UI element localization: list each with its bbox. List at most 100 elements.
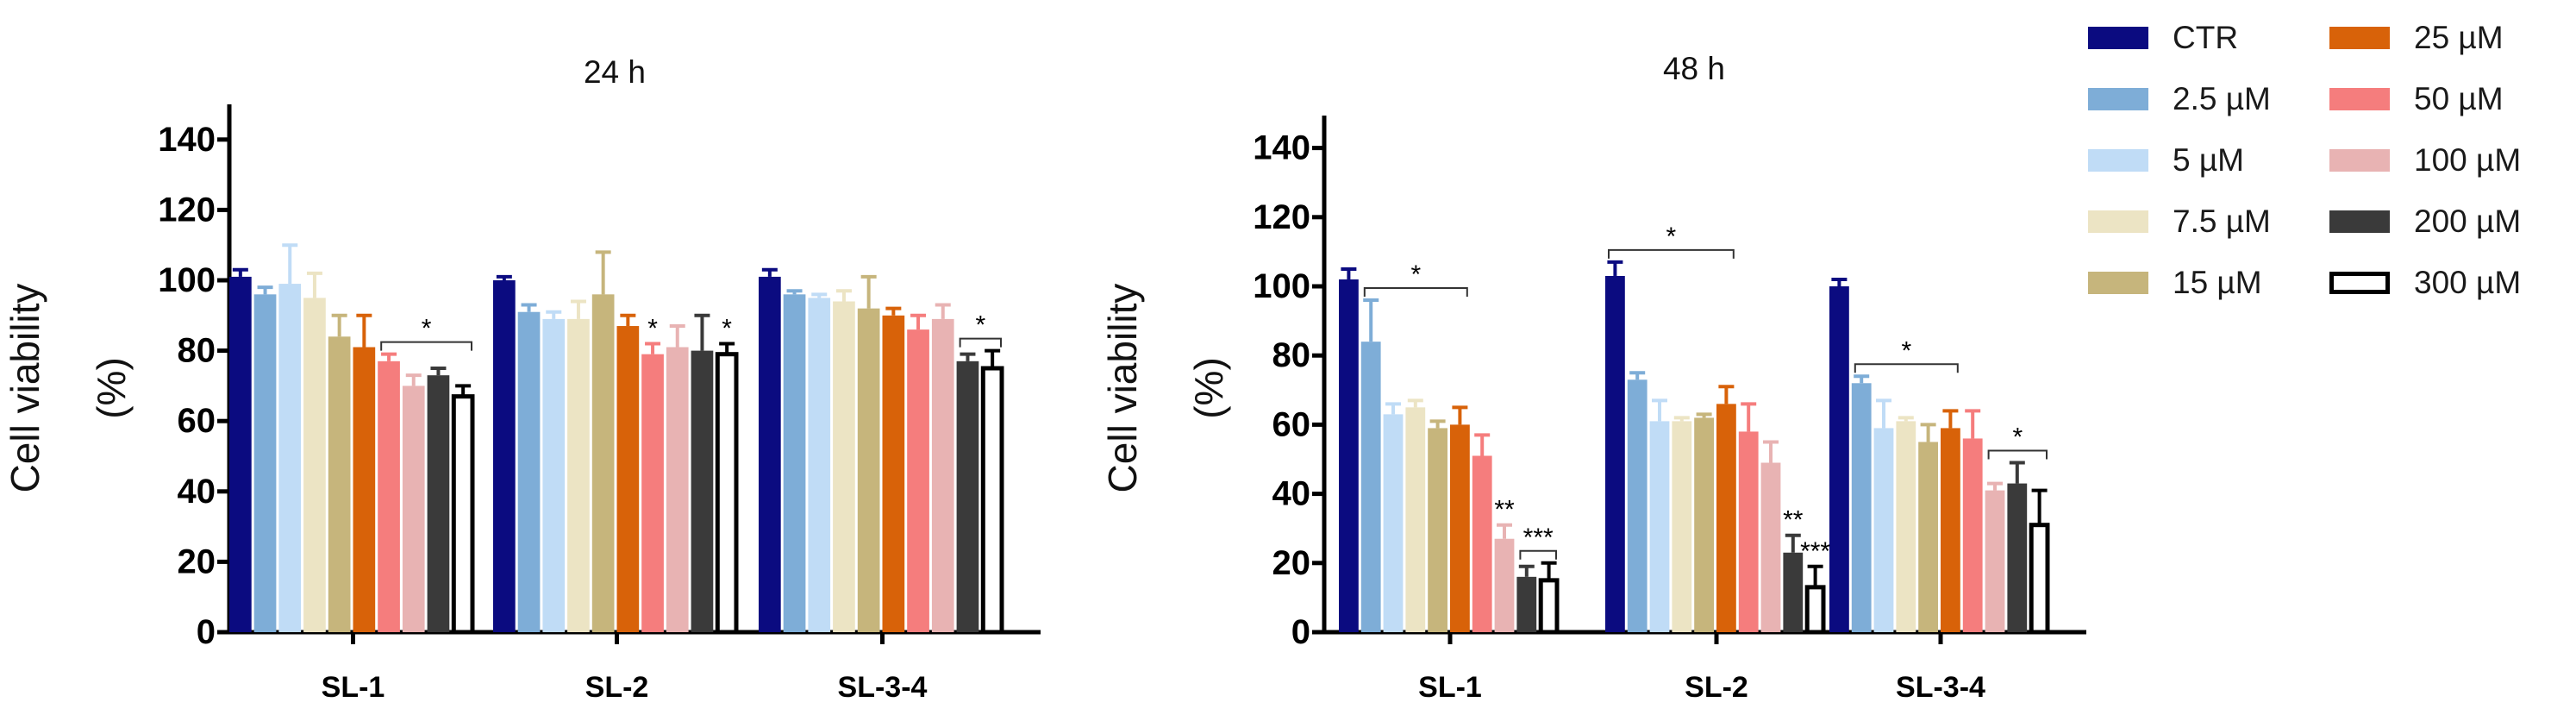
legend-swatch-15um — [2088, 272, 2148, 294]
significance-label: ** — [1783, 506, 1804, 535]
legend-item-100um: 100 µM — [2329, 136, 2521, 185]
bar-sl-1-2-5-um — [253, 294, 277, 632]
chart-title: 48 h — [1663, 51, 1725, 86]
bar-sl-1-7-5-um — [1405, 407, 1426, 632]
x-tick-label-sl-3-4: SL-3-4 — [838, 671, 928, 704]
legend-item-15um: 15 µM — [2088, 259, 2262, 307]
bar-sl-1-100-um — [402, 386, 425, 632]
significance-label: * — [1666, 223, 1677, 251]
bar-sl-1-100-um — [1494, 538, 1515, 632]
legend-swatch-100um — [2329, 149, 2390, 172]
bar-sl-2-300-um — [715, 352, 739, 635]
significance-bracket — [1519, 549, 1557, 560]
bar-sl-3-4-50-um — [907, 329, 929, 632]
legend-swatch-300um — [2329, 272, 2390, 294]
legend-label-2-5um: 2.5 µM — [2173, 81, 2271, 116]
significance-label: * — [647, 314, 658, 342]
y-tick-label: 60 — [178, 402, 216, 440]
legend-item-25um: 25 µM — [2329, 14, 2504, 62]
bar-sl-2-ctr — [493, 280, 516, 632]
y-tick-label: 100 — [1253, 267, 1310, 305]
legend-label-15um: 15 µM — [2173, 265, 2262, 300]
bar-sl-2-50-um — [1738, 431, 1759, 632]
significance-label: * — [975, 311, 985, 340]
significance-bracket — [1987, 449, 2048, 460]
bar-sl-3-4-100-um — [1985, 490, 2005, 632]
significance-label: * — [2012, 423, 2023, 452]
significance-label: *** — [1523, 524, 1554, 552]
bar-sl-3-4-15-um — [1918, 442, 1938, 632]
x-tick-label-sl-2: SL-2 — [1685, 671, 1748, 704]
legend-item-50um: 50 µM — [2329, 75, 2504, 123]
bar-sl-1-50-um — [378, 360, 400, 632]
legend-item-200um: 200 µM — [2329, 197, 2521, 246]
bar-sl-3-4-2-5-um — [1851, 383, 1872, 632]
bar-sl-2-25-um — [1716, 404, 1736, 632]
bar-sl-2-5-um — [1649, 421, 1670, 632]
legend-swatch-5um — [2088, 149, 2148, 172]
y-axis-label-unit: (%) — [89, 357, 134, 419]
legend-item-7-5um: 7.5 µM — [2088, 197, 2271, 246]
bar-sl-3-4-5-um — [1873, 428, 1894, 632]
significance-bracket — [1608, 248, 1735, 259]
y-tick-label: 120 — [158, 191, 216, 229]
y-tick-label: 40 — [1272, 475, 1311, 513]
significance-bracket — [1854, 363, 1959, 373]
x-tick-label-sl-1: SL-1 — [1418, 671, 1482, 704]
bar-sl-2-100-um — [1760, 462, 1781, 632]
bar-sl-1-50-um — [1472, 455, 1492, 632]
bar-sl-2-25-um — [616, 326, 640, 632]
bar-sl-2-7-5-um — [1672, 421, 1692, 632]
legend-swatch-200um — [2329, 210, 2390, 233]
y-tick-label: 40 — [178, 473, 216, 511]
bar-sl-2-200-um — [1783, 552, 1804, 632]
y-tick-label: 20 — [178, 542, 216, 580]
significance-bracket — [959, 337, 1002, 348]
legend-swatch-50um — [2329, 88, 2390, 110]
legend-label-200um: 200 µM — [2414, 204, 2522, 239]
bar-sl-3-4-200-um — [2007, 483, 2028, 632]
y-tick-label: 80 — [178, 332, 216, 370]
bar-sl-1-25-um — [353, 347, 376, 632]
bar-sl-3-4-15-um — [857, 308, 880, 632]
significance-label: * — [722, 314, 732, 342]
bar-sl-2-15-um — [591, 294, 615, 632]
chart-48h: 48 h Cell viability (%) 0 20 40 60 80 100 120 140 S… — [1100, 51, 2086, 704]
significance-label: * — [1410, 260, 1421, 289]
bar-sl-1-ctr — [1339, 279, 1359, 632]
bar-sl-2-2-5-um — [517, 311, 541, 632]
x-tick-label-sl-3-4: SL-3-4 — [1896, 671, 1985, 704]
legend-label-100um: 100 µM — [2414, 142, 2522, 178]
bar-sl-1-300-um — [451, 394, 475, 635]
bar-sl-2-200-um — [691, 350, 714, 632]
bar-sl-3-4-200-um — [956, 360, 979, 632]
bar-sl-2-ctr — [1605, 275, 1625, 632]
legend-label-5um: 5 µM — [2173, 142, 2244, 178]
bar-sl-3-4-300-um — [980, 366, 1004, 635]
bar-sl-3-4-2-5-um — [783, 294, 806, 632]
chart-title: 24 h — [584, 54, 646, 90]
y-tick-label: 20 — [1272, 544, 1311, 582]
bar-sl-1-15-um — [1428, 428, 1447, 632]
legend-item-2-5um: 2.5 µM — [2088, 75, 2271, 123]
bar-sl-1-200-um — [1516, 576, 1537, 632]
y-axis-label: Cell viability — [3, 284, 47, 493]
legend-label-7-5um: 7.5 µM — [2173, 204, 2271, 239]
bar-sl-1-15-um — [328, 336, 351, 632]
y-axis-label-unit: (%) — [1186, 357, 1231, 419]
y-tick-label: 0 — [1291, 613, 1310, 651]
bar-sl-2-100-um — [666, 347, 689, 632]
legend-label-50um: 50 µM — [2414, 81, 2504, 116]
legend-label-ctr: CTR — [2173, 20, 2239, 55]
legend-swatch-7-5um — [2088, 210, 2148, 233]
y-tick-label: 100 — [158, 261, 216, 299]
y-tick-label: 60 — [1272, 405, 1311, 443]
bar-sl-1-5-um — [1383, 414, 1404, 632]
bar-sl-1-300-um — [1538, 578, 1560, 635]
legend-swatch-ctr — [2088, 27, 2148, 49]
significance-label: * — [1901, 336, 1911, 365]
chart-24h: 24 h Cell viability (%) 0 20 40 60 80 100 120 140 S… — [3, 54, 1041, 704]
y-tick-label: 140 — [1253, 129, 1310, 167]
significance-label: * — [422, 315, 432, 343]
